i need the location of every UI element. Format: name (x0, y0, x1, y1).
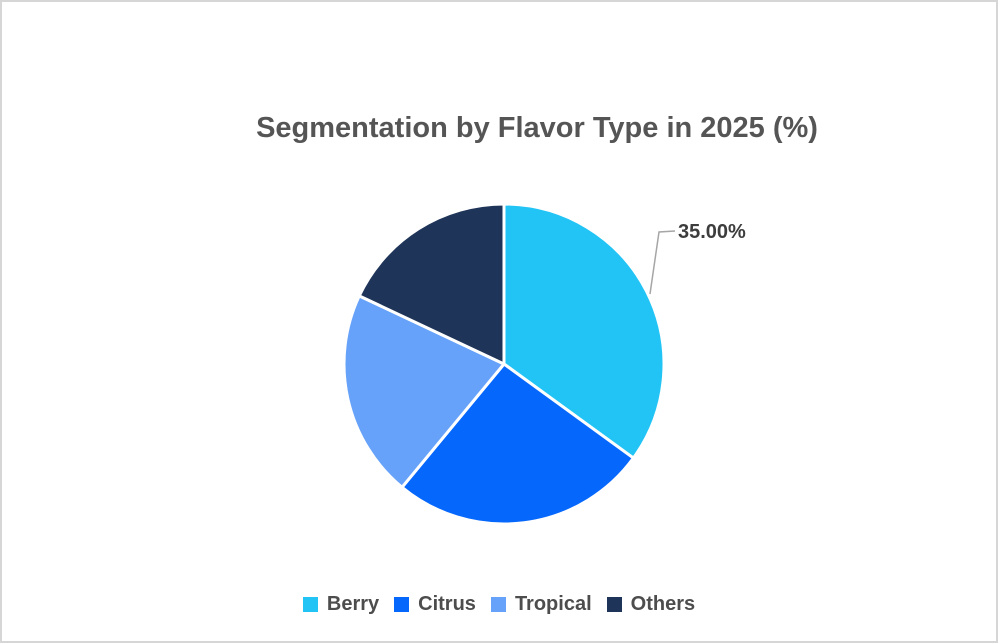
legend-item-berry: Berry (302, 593, 380, 616)
legend-item-tropical: Tropical (490, 593, 592, 616)
legend-swatch-citrus (394, 597, 410, 612)
legend-swatch-tropical (490, 597, 506, 612)
pie-slice-tropical (342, 294, 506, 489)
pie-slice-others (357, 202, 506, 366)
pie-slices (342, 202, 666, 526)
pie-slice-citrus (400, 362, 635, 526)
legend-item-citrus: Citrus (394, 593, 476, 616)
leader-line-berry (649, 230, 676, 295)
legend-label: Others (630, 593, 696, 615)
legend: Berry Citrus Tropical Others (2, 593, 996, 616)
legend-label: Citrus (418, 593, 476, 615)
data-label-berry: 35.00% (678, 221, 746, 243)
legend-swatch-others (606, 597, 622, 612)
legend-label: Berry (326, 593, 380, 615)
pie-slice-berry (502, 202, 666, 460)
legend-swatch-berry (302, 597, 318, 612)
legend-label: Tropical (514, 593, 592, 615)
chart-title: Segmentation by Flavor Type in 2025 (%) (256, 112, 818, 144)
legend-item-others: Others (606, 593, 696, 616)
